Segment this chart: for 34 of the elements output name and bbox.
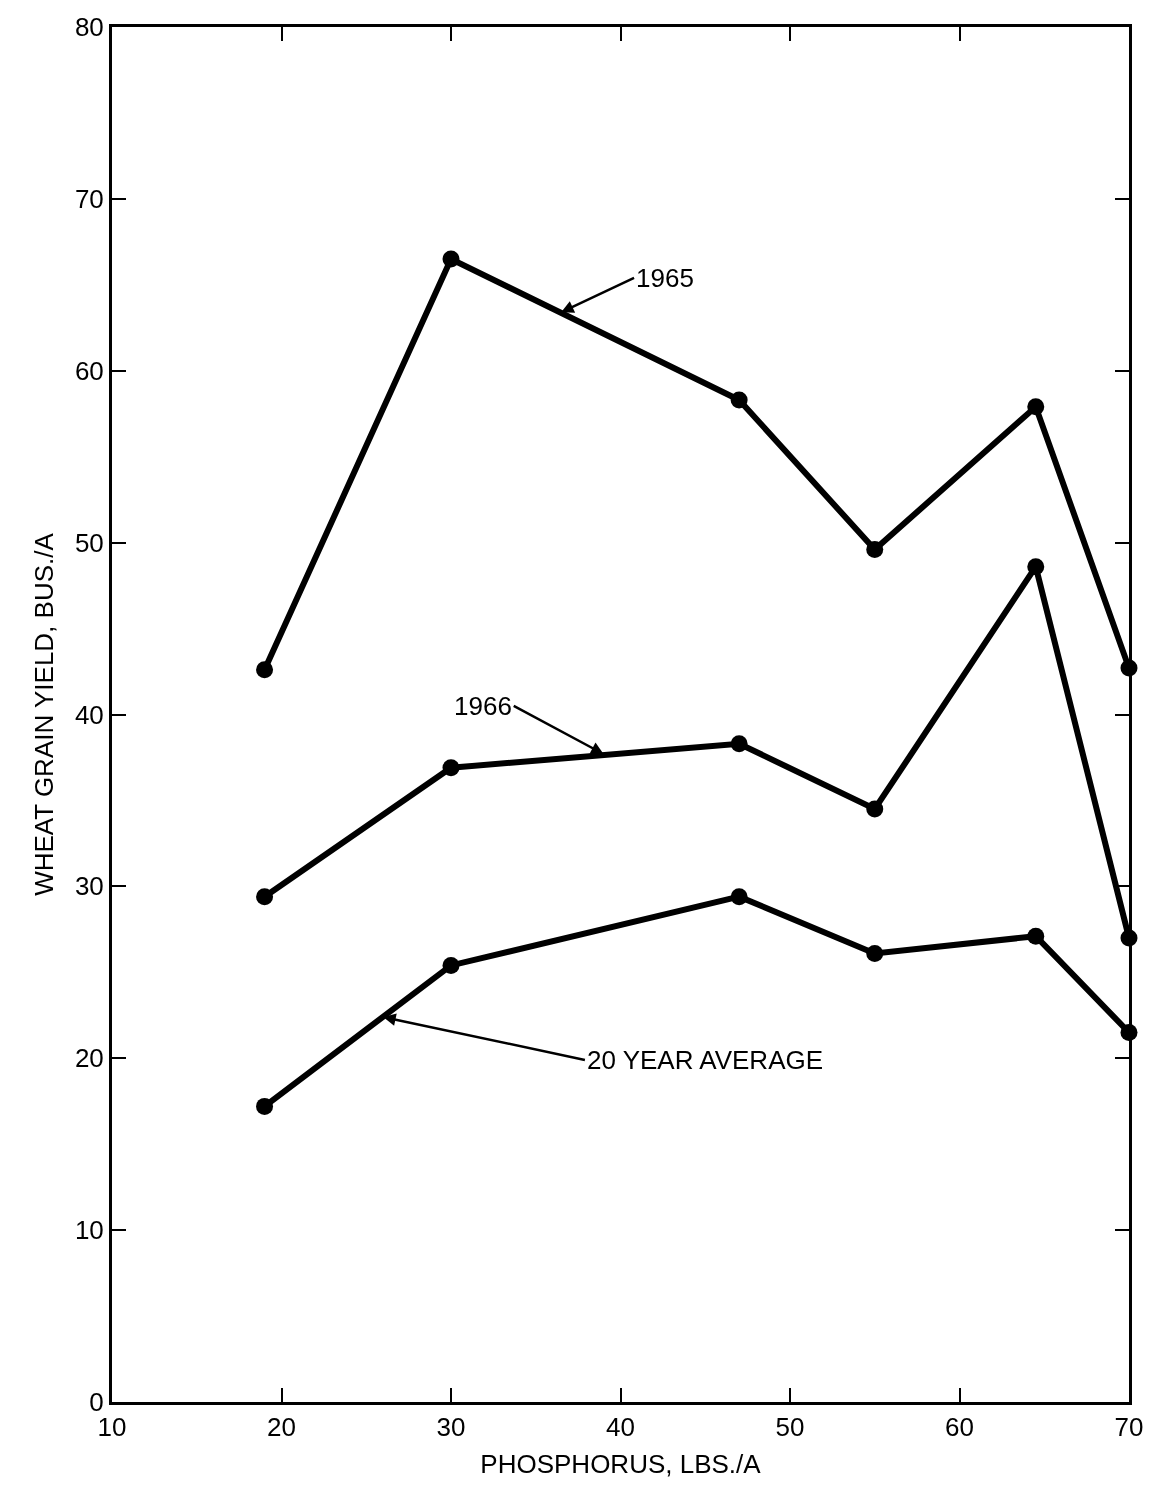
point xyxy=(1027,927,1045,945)
annotation: 20 YEAR AVERAGE xyxy=(587,1045,824,1075)
x-tick-label: 30 xyxy=(436,1412,466,1443)
point xyxy=(256,661,274,679)
x-tick-label: 20 xyxy=(267,1412,296,1443)
point xyxy=(866,800,884,818)
y-tick-label: 10 xyxy=(74,1215,104,1246)
x-tick-label: 50 xyxy=(775,1412,805,1443)
point xyxy=(730,888,748,906)
point xyxy=(866,944,884,962)
x-tick-label: 40 xyxy=(606,1412,635,1443)
y-tick-label: 30 xyxy=(74,871,104,902)
y-axis-title: WHEAT GRAIN YIELD, BUS./A xyxy=(29,532,60,896)
x-tick-label: 70 xyxy=(1114,1412,1144,1443)
point xyxy=(866,541,884,558)
annotation: 1965 xyxy=(636,263,694,293)
point xyxy=(730,391,748,409)
point xyxy=(442,759,460,777)
y-tick-label: 40 xyxy=(74,699,104,730)
y-tick-label: 70 xyxy=(74,183,104,214)
y-tick-label: 50 xyxy=(74,527,104,558)
point xyxy=(1027,398,1045,416)
y-tick-label: 20 xyxy=(74,1043,104,1074)
point xyxy=(442,956,460,974)
y-tick-label: 60 xyxy=(74,355,104,386)
point xyxy=(256,1097,274,1115)
point xyxy=(442,250,460,268)
y-tick-label: 80 xyxy=(74,12,104,43)
x-tick-label: 60 xyxy=(945,1412,974,1443)
x-axis-title: PHOSPHORUS, LBS./A xyxy=(480,1448,762,1479)
annotation: 1966 xyxy=(454,691,512,721)
point xyxy=(730,735,748,753)
point xyxy=(256,888,274,906)
point xyxy=(1027,558,1045,576)
